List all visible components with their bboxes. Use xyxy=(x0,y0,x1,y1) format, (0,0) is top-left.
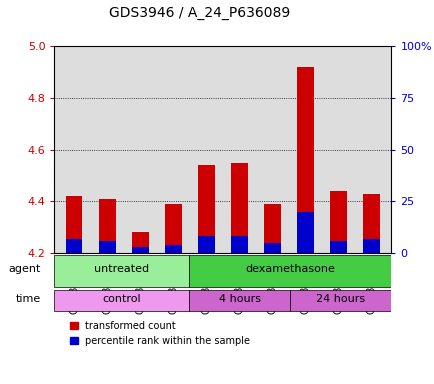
Text: time: time xyxy=(16,294,41,304)
Text: agent: agent xyxy=(9,264,41,274)
Bar xyxy=(230,237,247,253)
Bar xyxy=(263,243,280,253)
Bar xyxy=(132,232,148,253)
Bar xyxy=(329,241,346,253)
Text: dexamethasone: dexamethasone xyxy=(245,264,335,274)
Bar xyxy=(296,212,313,253)
Text: untreated: untreated xyxy=(94,264,149,274)
Bar xyxy=(99,199,115,253)
Text: 4 hours: 4 hours xyxy=(218,294,260,304)
Text: GDS3946 / A_24_P636089: GDS3946 / A_24_P636089 xyxy=(109,6,290,20)
FancyBboxPatch shape xyxy=(189,290,290,311)
Bar xyxy=(198,237,214,253)
Bar xyxy=(165,204,181,253)
Text: control: control xyxy=(102,294,141,304)
Bar xyxy=(329,191,346,253)
FancyBboxPatch shape xyxy=(290,290,391,311)
Text: 24 hours: 24 hours xyxy=(316,294,365,304)
Bar xyxy=(165,245,181,253)
Bar xyxy=(66,196,82,253)
FancyBboxPatch shape xyxy=(54,255,189,287)
Bar xyxy=(99,241,115,253)
Bar xyxy=(230,162,247,253)
Bar xyxy=(263,204,280,253)
Legend: transformed count, percentile rank within the sample: transformed count, percentile rank withi… xyxy=(66,317,254,350)
Bar xyxy=(362,194,379,253)
Bar xyxy=(198,165,214,253)
Bar xyxy=(132,247,148,253)
FancyBboxPatch shape xyxy=(54,290,189,311)
Bar xyxy=(66,238,82,253)
FancyBboxPatch shape xyxy=(189,255,391,287)
Bar xyxy=(296,67,313,253)
Bar xyxy=(362,238,379,253)
